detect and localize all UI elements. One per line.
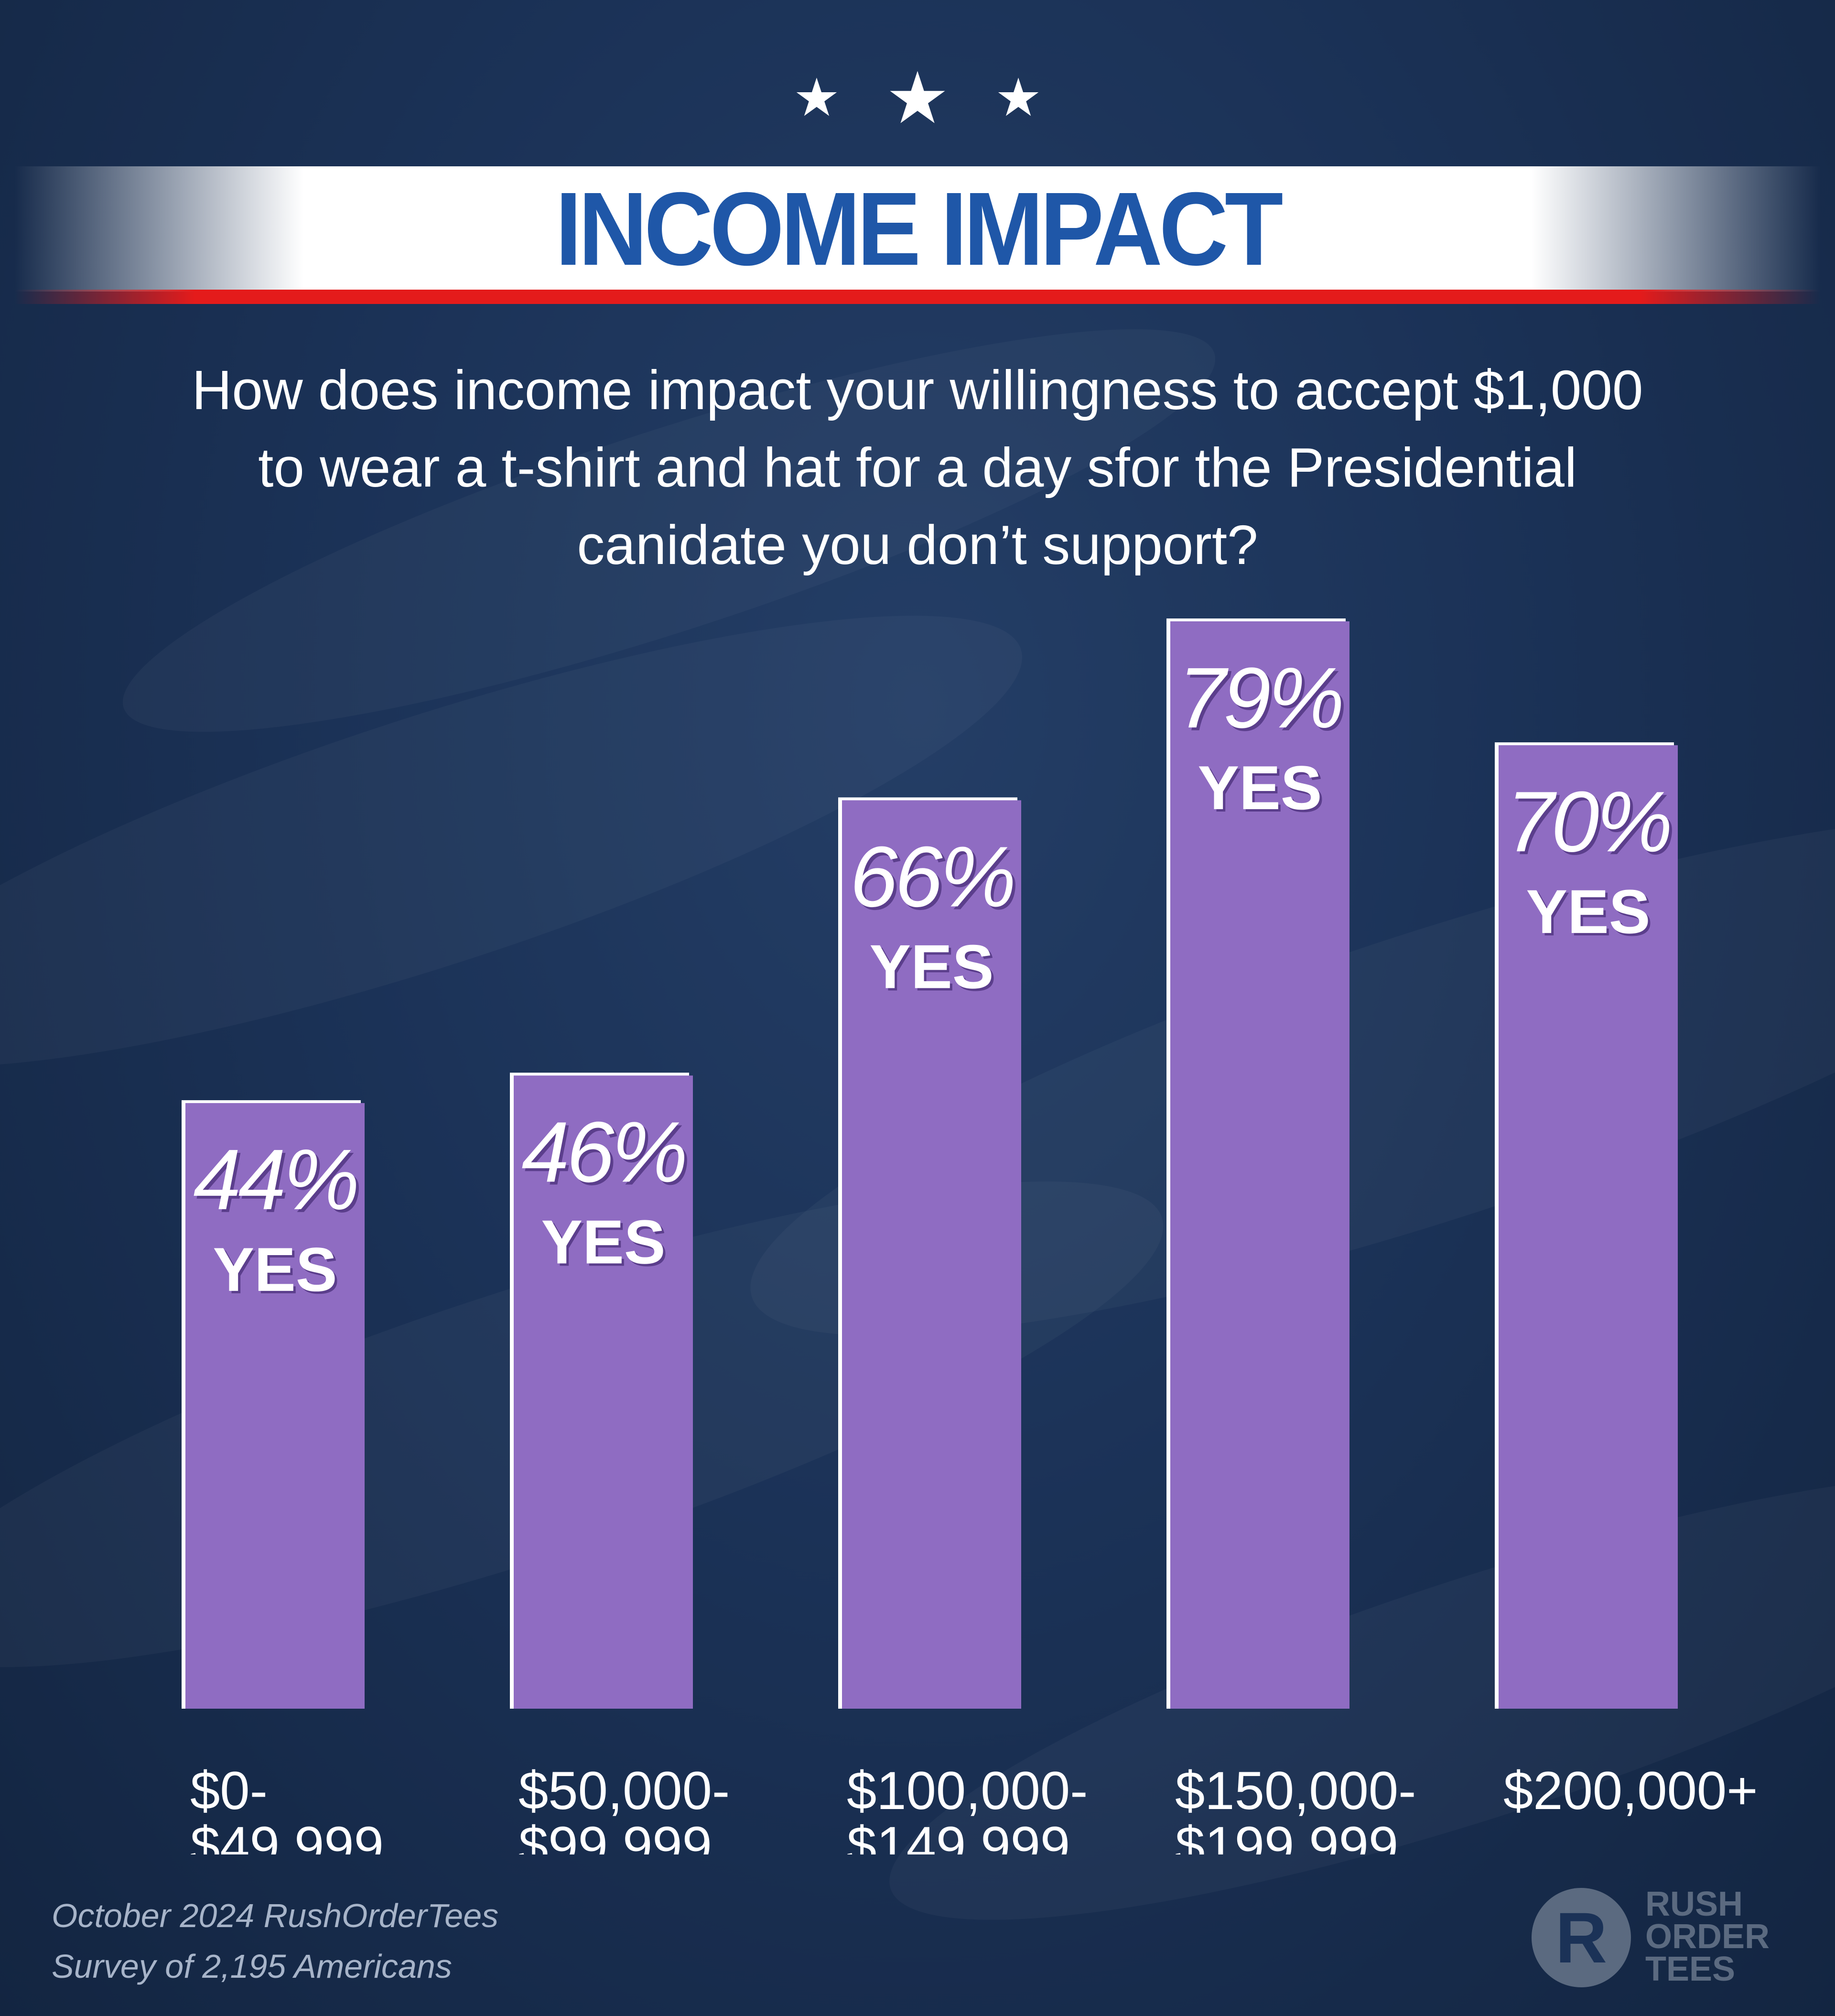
source-line: October 2024 RushOrderTees: [52, 1897, 499, 1934]
logo-word: ORDER: [1645, 1918, 1770, 1956]
category-label: $100,000-: [847, 1761, 1088, 1821]
yes-label-shadow: YES: [215, 1237, 339, 1307]
yes-label: YES: [869, 932, 993, 1001]
category-label: $99,999: [518, 1816, 712, 1854]
value-label-shadow: 46%: [524, 1107, 688, 1203]
bar: [1170, 621, 1349, 1709]
logo-word: TEES: [1645, 1950, 1736, 1988]
logo-mark-icon: [1532, 1888, 1631, 1987]
logo-word: RUSH: [1645, 1885, 1743, 1923]
value-label: 66%: [850, 829, 1013, 925]
yes-label-shadow: YES: [1528, 879, 1652, 949]
yes-label: YES: [213, 1235, 337, 1304]
yes-label: YES: [1198, 753, 1322, 823]
value-label: 70%: [1506, 774, 1670, 870]
bar: [514, 1075, 693, 1709]
logo-wordmark: RUSH ORDER TEES: [1645, 1885, 1770, 1988]
bar: [1499, 745, 1678, 1709]
category-label: $0-: [190, 1761, 268, 1821]
category-label: $150,000-: [1175, 1761, 1416, 1821]
title-banner: [14, 166, 1821, 292]
value-label-shadow: 79%: [1181, 653, 1344, 749]
category-label: $200,000+: [1503, 1761, 1758, 1821]
category-label: $50,000-: [518, 1761, 730, 1821]
question-line: to wear a t-shirt and hat for a day sfor…: [258, 436, 1577, 499]
value-label-shadow: 44%: [196, 1135, 359, 1231]
yes-label-shadow: YES: [543, 1209, 668, 1279]
bar-chart: 44%44%YESYES$0-$49,99946%46%YESYES$50,00…: [182, 618, 1758, 1854]
brand-logo: R RUSH ORDER TEES: [1532, 1885, 1790, 1988]
star-icon: ★: [994, 68, 1042, 127]
yes-label-shadow: YES: [1200, 755, 1324, 825]
category-label: $199,999: [1175, 1816, 1398, 1854]
star-icon: ★: [793, 68, 841, 127]
bar: [185, 1103, 365, 1709]
value-label-shadow: 70%: [1509, 777, 1673, 873]
value-label: 79%: [1178, 650, 1341, 746]
category-label: $149,999: [847, 1816, 1070, 1854]
chart-title: INCOME IMPACT: [555, 171, 1284, 287]
red-rule: [14, 290, 1821, 304]
logo-mark-letter: R: [1555, 1897, 1608, 1978]
survey-question: How does income impact your willingness …: [143, 351, 1692, 584]
value-label: 46%: [521, 1104, 685, 1200]
source-note: October 2024 RushOrderTees Survey of 2,1…: [52, 1890, 498, 1992]
yes-label-shadow: YES: [872, 934, 996, 1004]
stars-row: ★ ★ ★: [0, 62, 1835, 134]
bar: [842, 800, 1021, 1709]
star-icon: ★: [885, 58, 950, 138]
category-label: $49,999: [190, 1816, 384, 1854]
value-label-shadow: 66%: [853, 832, 1016, 928]
question-line: How does income impact your willingness …: [192, 359, 1643, 421]
question-line: canidate you don’t support?: [577, 514, 1258, 576]
value-label: 44%: [193, 1132, 356, 1228]
source-line: Survey of 2,195 Americans: [52, 1948, 452, 1985]
yes-label: YES: [541, 1207, 665, 1277]
yes-label: YES: [1526, 877, 1650, 946]
